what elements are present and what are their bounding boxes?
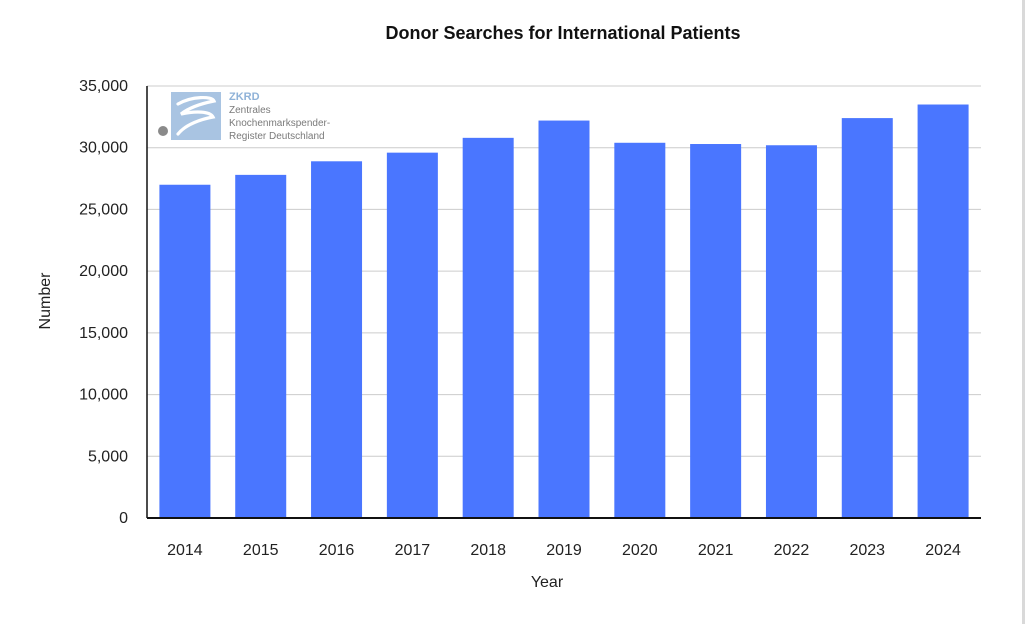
bar-2018 — [462, 137, 514, 518]
y-tick-label: 15,000 — [79, 325, 128, 342]
x-axis-title: Year — [531, 574, 564, 591]
x-tick-label: 2024 — [925, 542, 961, 559]
bar-2023 — [841, 118, 893, 518]
logo-swirl-icon — [176, 96, 217, 136]
y-tick-label: 25,000 — [79, 201, 128, 218]
y-tick-label: 35,000 — [79, 78, 128, 95]
logo-line-1: Zentrales — [229, 105, 271, 116]
bar-2015 — [235, 174, 287, 518]
x-tick-label: 2020 — [622, 542, 658, 559]
x-tick-label: 2017 — [395, 542, 431, 559]
x-tick-labels: 2014 2015 2016 2017 2018 2019 2020 2021 2022 2023… — [167, 542, 961, 559]
bar-2014 — [159, 184, 211, 518]
x-tick-label: 2021 — [698, 542, 734, 559]
x-tick-label: 2014 — [167, 542, 203, 559]
chart-title: Donor Searches for International Patient… — [385, 23, 740, 43]
y-tick-label: 0 — [119, 510, 128, 527]
bar-2021 — [690, 144, 742, 519]
logo-dot-icon — [158, 126, 168, 136]
axes — [146, 86, 981, 519]
bar-2019 — [538, 120, 590, 518]
y-tick-label: 5,000 — [88, 448, 128, 465]
bar-2022 — [765, 145, 817, 518]
x-tick-label: 2022 — [774, 542, 810, 559]
window-edge — [1022, 0, 1025, 624]
logo-line-2: Knochenmarkspender- — [229, 118, 330, 129]
y-tick-label: 20,000 — [79, 263, 128, 280]
x-tick-label: 2023 — [849, 542, 885, 559]
bar-2017 — [386, 152, 438, 518]
bar-2024 — [917, 104, 969, 518]
y-tick-label: 10,000 — [79, 387, 128, 404]
bar-2016 — [311, 161, 363, 518]
x-tick-label: 2015 — [243, 542, 279, 559]
y-tick-label: 30,000 — [79, 140, 128, 157]
y-tick-labels: 0 5,000 10,000 15,000 20,000 25,000 30,000 35,0… — [79, 78, 128, 527]
x-tick-label: 2019 — [546, 542, 582, 559]
y-axis-title: Number — [37, 272, 54, 330]
logo-brand: ZKRD — [229, 91, 260, 103]
logo-line-3: Register Deutschland — [229, 131, 325, 142]
x-tick-label: 2016 — [319, 542, 355, 559]
bar-2020 — [614, 142, 666, 518]
x-tick-label: 2018 — [470, 542, 506, 559]
bars — [159, 104, 969, 519]
zkrd-logo: ZKRD Zentrales Knochenmarkspender- Regis… — [158, 91, 330, 142]
